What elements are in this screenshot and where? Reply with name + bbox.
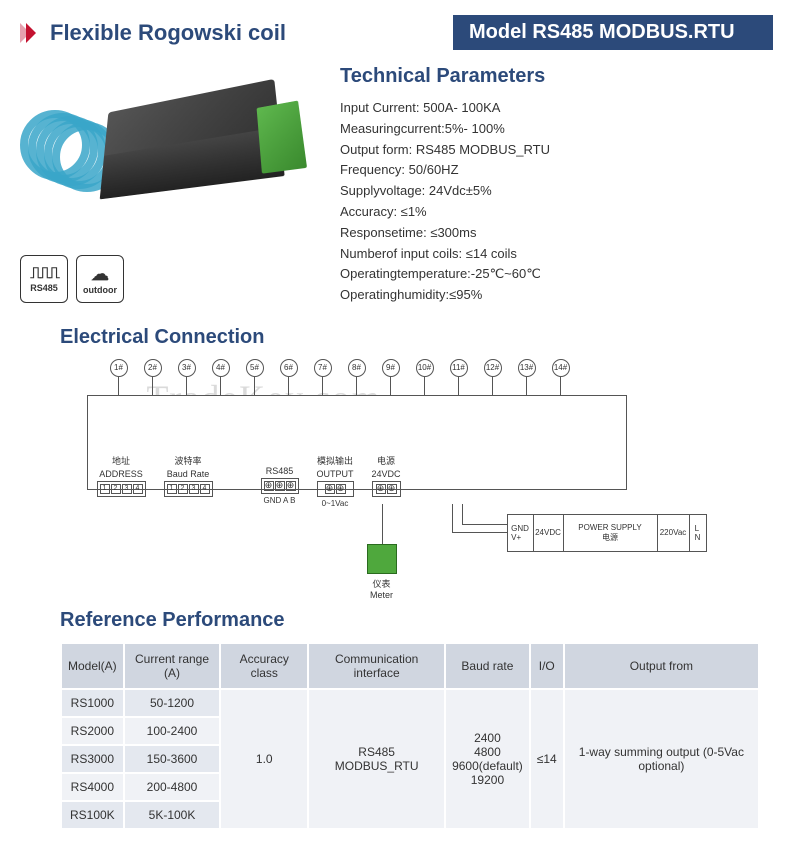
table-header-row: Model(A) Current range (A) Accuracy clas… <box>61 643 759 689</box>
chevron-icon <box>20 23 32 43</box>
param-line: Numberof input coils: ≤14 coils <box>340 244 773 265</box>
meter-box <box>367 544 397 574</box>
diagram-input: 6# <box>277 359 301 395</box>
diagram-input: 9# <box>379 359 403 395</box>
meter-label: 仪表 Meter <box>357 577 407 600</box>
cell-range: 150-3600 <box>124 745 221 773</box>
diagram-input: 5# <box>243 359 267 395</box>
diagram-input: 7# <box>311 359 335 395</box>
diagram-input: 4# <box>209 359 233 395</box>
diagram-input: 12# <box>481 359 505 395</box>
col-accuracy: Accuracy class <box>220 643 308 689</box>
param-line: Operatingtemperature:-25℃~60℃ <box>340 264 773 285</box>
col-model: Model(A) <box>61 643 124 689</box>
param-line: Input Current: 500A- 100KA <box>340 98 773 119</box>
diagram-input: 14# <box>549 359 573 395</box>
outdoor-badge: ☁ outdoor <box>76 255 124 303</box>
diagram-input: 2# <box>141 359 165 395</box>
cell-range: 200-4800 <box>124 773 221 801</box>
diagram-input: 1# <box>107 359 131 395</box>
col-baud: Baud rate <box>445 643 530 689</box>
cell-baud: 240048009600(default)19200 <box>445 689 530 829</box>
cell-model: RS100K <box>61 801 124 829</box>
power-group: 电源 24VDC <box>372 454 401 508</box>
col-output: Output from <box>564 643 759 689</box>
diagram-input: 10# <box>413 359 437 395</box>
rs485-group: RS485 GND A B <box>261 454 299 508</box>
wiring-diagram: TradeKey.com 1#2#3#4#5#6#7#8#9#10#11#12#… <box>57 359 737 589</box>
param-line: Supplyvoltage: 24Vdc±5% <box>340 181 773 202</box>
cell-accuracy: 1.0 <box>220 689 308 829</box>
diagram-input: 3# <box>175 359 199 395</box>
cell-range: 50-1200 <box>124 689 221 717</box>
cell-range: 100-2400 <box>124 717 221 745</box>
rs485-badge-label: RS485 <box>30 283 58 293</box>
param-line: Measuringcurrent:5%- 100% <box>340 119 773 140</box>
param-line: Output form: RS485 MODBUS_RTU <box>340 140 773 161</box>
diagram-inputs-row: 1# 2# 3# 4# 5# 6# 7# 8# 9# 10# 11# 12# 13# 14# <box>107 359 573 395</box>
power-supply-box: GND V+ 24VDC POWER SUPPLY 电源 220Vac L N <box>507 514 707 552</box>
parameters-list: Input Current: 500A- 100KA Measuringcurr… <box>340 98 773 306</box>
cell-model: RS3000 <box>61 745 124 773</box>
table-body: RS100050-12001.0RS485 MODBUS_RTU24004800… <box>61 689 759 829</box>
header-bar: Flexible Rogowski coil Model RS485 MODBU… <box>20 15 773 50</box>
header-title-left: Flexible Rogowski coil <box>40 16 296 50</box>
cell-output: 1-way summing output (0-5Vac optional) <box>564 689 759 829</box>
cell-io: ≤14 <box>530 689 564 829</box>
cell-model: RS1000 <box>61 689 124 717</box>
table-row: RS100050-12001.0RS485 MODBUS_RTU24004800… <box>61 689 759 717</box>
diagram-input: 13# <box>515 359 539 395</box>
product-column: ⎍⎍⎍ RS485 ☁ outdoor <box>20 65 320 306</box>
address-group: 地址 ADDRESS 1234 <box>97 454 146 508</box>
diagram-bottom-groups: 地址 ADDRESS 1234 波特率 Baud Rate 1234 RS485… <box>97 454 657 508</box>
wave-icon: ⎍⎍⎍ <box>30 265 58 283</box>
col-io: I/O <box>530 643 564 689</box>
electrical-heading: Electrical Connection <box>60 326 773 349</box>
cell-model: RS2000 <box>61 717 124 745</box>
top-section: ⎍⎍⎍ RS485 ☁ outdoor Technical Parameters… <box>20 65 773 306</box>
rs485-badge: ⎍⎍⎍ RS485 <box>20 255 68 303</box>
cell-comm: RS485 MODBUS_RTU <box>308 689 445 829</box>
product-image <box>20 65 300 245</box>
param-line: Responsetime: ≤300ms <box>340 223 773 244</box>
reference-table: Model(A) Current range (A) Accuracy clas… <box>60 642 760 830</box>
device-graphic <box>96 77 300 233</box>
cell-range: 5K-100K <box>124 801 221 829</box>
header-title-right: Model RS485 MODBUS.RTU <box>453 15 773 50</box>
col-comm: Communication interface <box>308 643 445 689</box>
col-range: Current range (A) <box>124 643 221 689</box>
diagram-input: 11# <box>447 359 471 395</box>
baud-group: 波特率 Baud Rate 1234 <box>164 454 213 508</box>
param-line: Operatinghumidity:≤95% <box>340 285 773 306</box>
parameters-column: Technical Parameters Input Current: 500A… <box>340 65 773 306</box>
reference-heading: Reference Performance <box>60 609 773 632</box>
cell-model: RS4000 <box>61 773 124 801</box>
badges-row: ⎍⎍⎍ RS485 ☁ outdoor <box>20 255 320 303</box>
outdoor-badge-label: outdoor <box>83 285 117 295</box>
param-line: Accuracy: ≤1% <box>340 202 773 223</box>
parameters-heading: Technical Parameters <box>340 65 773 88</box>
param-line: Frequency: 50/60HZ <box>340 160 773 181</box>
diagram-input: 8# <box>345 359 369 395</box>
cloud-icon: ☁ <box>91 264 109 285</box>
output-group: 模拟输出 OUTPUT 0~1Vac <box>317 454 354 508</box>
